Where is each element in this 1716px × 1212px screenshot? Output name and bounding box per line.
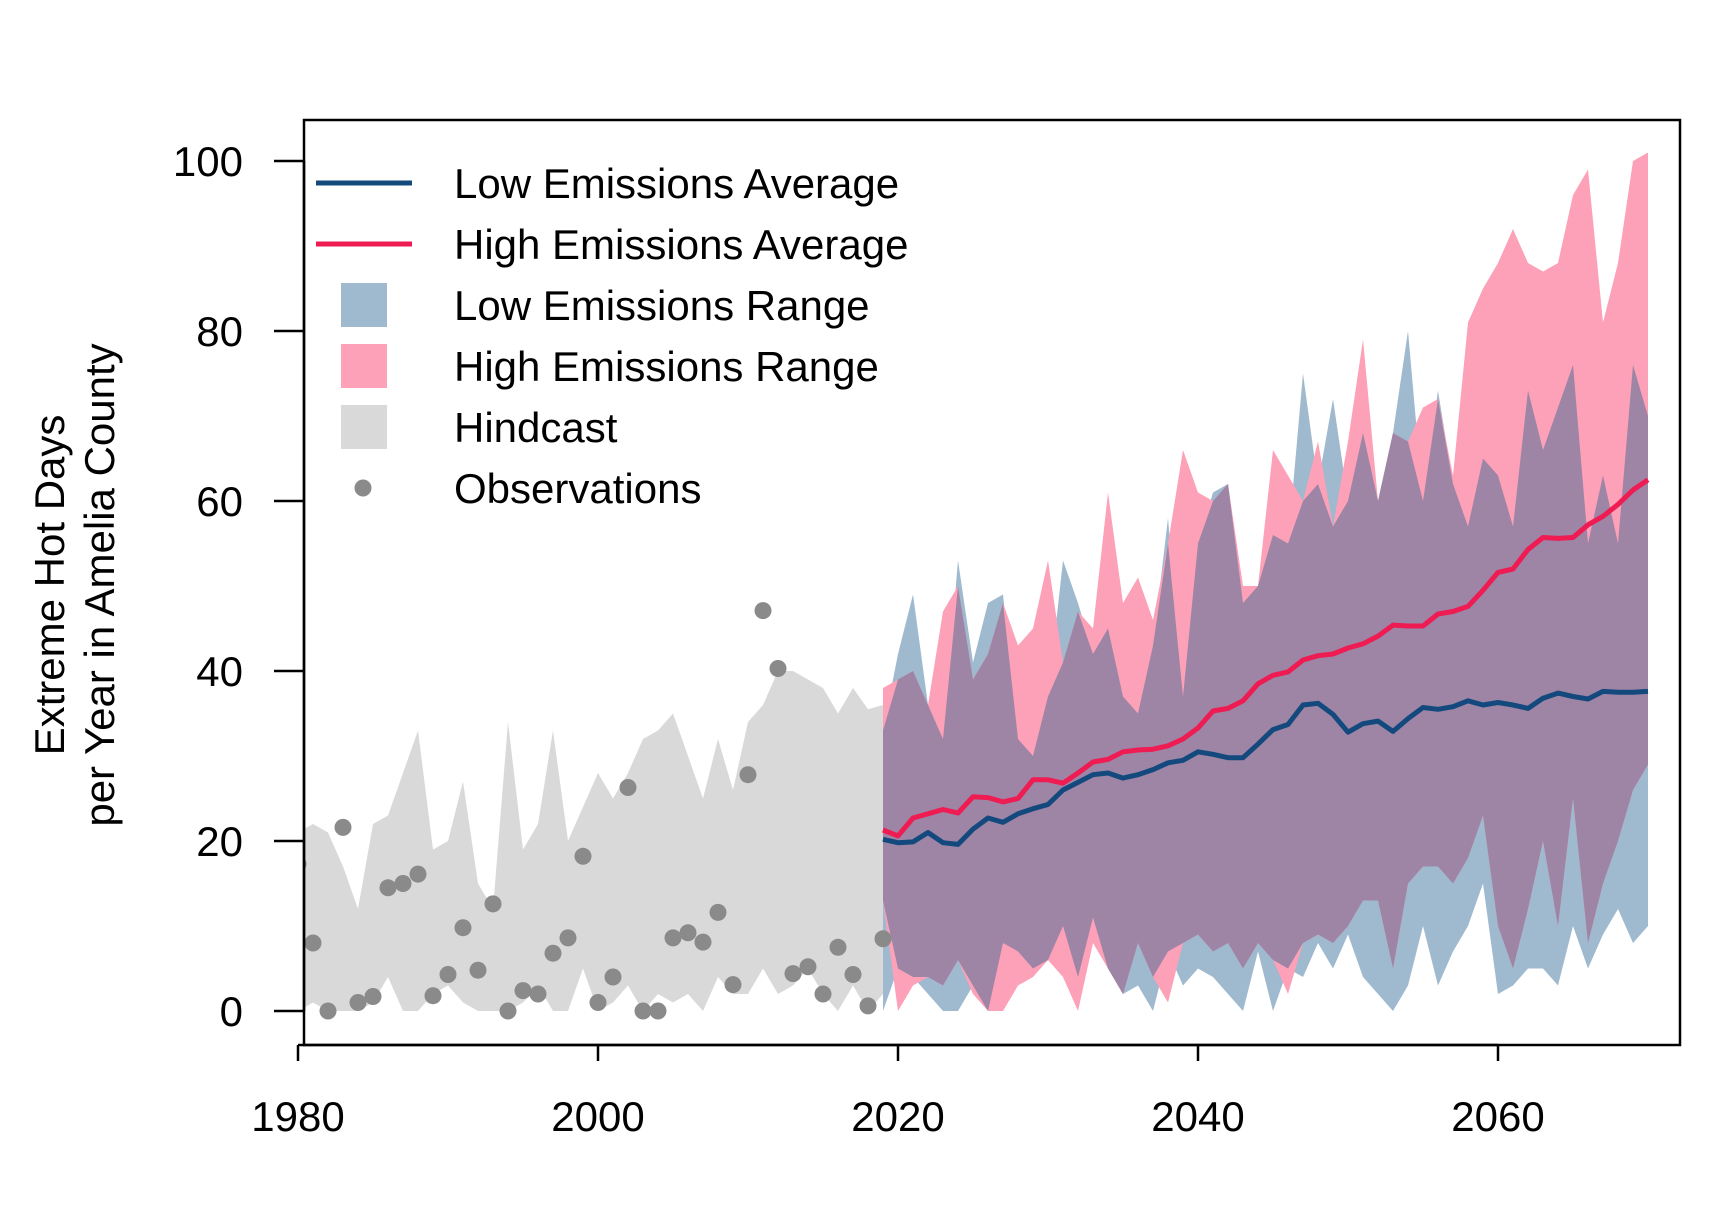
x-tick-label: 1980 — [251, 1093, 344, 1140]
legend-item-high-avg: High Emissions Average — [316, 221, 908, 268]
observation-point — [559, 929, 577, 947]
observation-point — [379, 879, 397, 897]
observation-point — [709, 903, 727, 921]
y-tick-label: 80 — [196, 308, 243, 355]
observation-point — [409, 865, 427, 883]
observation-point — [874, 930, 892, 948]
observation-point — [394, 875, 412, 892]
legend-label: High Emissions Range — [454, 343, 879, 390]
observation-point — [469, 961, 487, 979]
legend-item-low-range: Low Emissions Range — [341, 282, 870, 329]
legend-item-high-range: High Emissions Range — [341, 343, 879, 390]
observation-point — [304, 934, 322, 952]
legend-label: High Emissions Average — [454, 221, 908, 268]
observation-point — [514, 982, 532, 1000]
y-axis-title: Extreme Hot Days per Year in Amelia Coun… — [26, 343, 123, 826]
observation-point — [769, 660, 787, 677]
x-tick-label: 2040 — [1151, 1093, 1244, 1140]
observation-point — [454, 919, 472, 937]
high-emissions-average-line — [882, 477, 1650, 839]
observation-point — [529, 985, 547, 1003]
observation-point — [799, 958, 817, 976]
x-tick-label: 2000 — [551, 1093, 644, 1140]
observation-point — [439, 966, 457, 983]
observation-point — [784, 965, 802, 983]
observation-point — [754, 602, 772, 620]
legend-item-observations: Observations — [354, 465, 701, 512]
y-tick-label: 40 — [196, 648, 243, 695]
observation-point — [664, 929, 682, 947]
observation-point — [589, 994, 607, 1011]
y-axis: 0 20 40 60 80 100 — [173, 138, 306, 1035]
x-tick-label: 2060 — [1451, 1093, 1544, 1140]
observation-point — [334, 818, 352, 836]
observation-point — [814, 985, 832, 1003]
legend-label: Low Emissions Average — [454, 160, 899, 207]
legend-item-low-avg: Low Emissions Average — [316, 160, 899, 207]
y-tick-label: 60 — [196, 478, 243, 525]
observation-point — [604, 968, 622, 986]
plot-observations — [275, 602, 892, 1020]
observation-point — [829, 938, 847, 956]
observation-point — [499, 1002, 517, 1020]
y-tick-label: 0 — [220, 988, 243, 1035]
plot-lines — [882, 477, 1650, 847]
y-tick-label: 20 — [196, 818, 243, 865]
y-axis-title-line2: per Year in Amelia County — [76, 343, 123, 826]
observation-point — [424, 987, 442, 1005]
observation-point — [544, 944, 562, 962]
legend-swatch — [354, 479, 372, 497]
y-tick-label: 100 — [173, 138, 243, 185]
observation-point — [649, 1002, 667, 1020]
observation-point — [275, 986, 292, 1003]
legend-label: Observations — [454, 465, 701, 512]
observation-point — [349, 994, 367, 1011]
observation-point — [679, 924, 697, 942]
observation-point — [694, 933, 712, 951]
observation-point — [484, 895, 502, 913]
range-overlap-area — [883, 365, 1648, 1011]
observation-point — [844, 966, 862, 983]
observation-point — [634, 1002, 652, 1020]
plot-areas — [304, 152, 1648, 1011]
observation-point — [364, 988, 382, 1005]
legend-swatch — [341, 405, 387, 449]
legend-swatch — [341, 283, 387, 327]
legend-item-hindcast: Hindcast — [341, 404, 618, 451]
legend-label: Low Emissions Range — [454, 282, 870, 329]
observation-point — [574, 847, 592, 865]
observation-point — [859, 997, 877, 1015]
legend: Low Emissions Average High Emissions Aver… — [316, 160, 908, 512]
low-emissions-average-line — [882, 688, 1649, 847]
observation-point — [739, 766, 757, 784]
legend-label: Hindcast — [454, 404, 618, 451]
legend-swatch — [341, 344, 387, 388]
y-axis-title-line1: Extreme Hot Days — [26, 415, 73, 756]
observation-point — [319, 1002, 337, 1020]
x-axis: 1980 2000 2020 2040 2060 — [251, 1043, 1545, 1140]
observation-point — [724, 976, 742, 994]
hindcast-range-area — [304, 671, 883, 1011]
observation-point — [619, 779, 637, 796]
x-tick-label: 2020 — [851, 1093, 944, 1140]
